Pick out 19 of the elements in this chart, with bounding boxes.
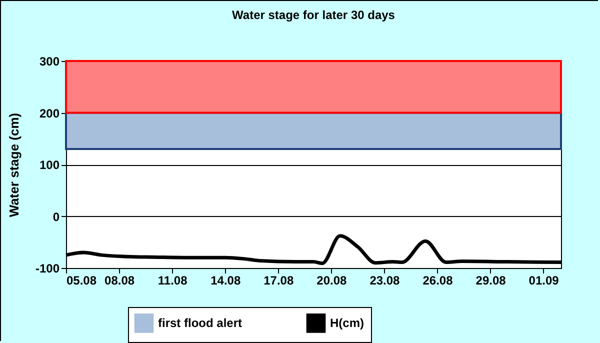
legend-label: first flood alert (158, 316, 242, 330)
y-tick-label: 300 (39, 54, 60, 68)
y-tick-label: -100 (35, 262, 60, 276)
x-tick-label: 01.09 (528, 274, 560, 288)
x-tick-label: 08.08 (104, 274, 135, 288)
x-tick-label: 26.08 (422, 274, 454, 288)
x-tick-label: 23.08 (370, 274, 400, 288)
y-axis-title: Water stage (cm) (6, 112, 22, 218)
legend-label: H(cm) (330, 316, 364, 330)
y-tick-label: 200 (39, 106, 60, 120)
x-tick-label: 20.08 (316, 274, 348, 288)
x-tick-label: 29.08 (476, 274, 506, 288)
x-tick-label: 17.08 (264, 274, 294, 288)
chart-title: Water stage for later 30 days (232, 8, 396, 22)
y-tick-label: 100 (39, 158, 60, 172)
x-tick-label: 05.08 (66, 274, 97, 288)
x-tick-label: 11.08 (158, 274, 188, 288)
y-tick-label: 0 (52, 210, 60, 224)
x-tick-label: 14.08 (210, 274, 241, 288)
